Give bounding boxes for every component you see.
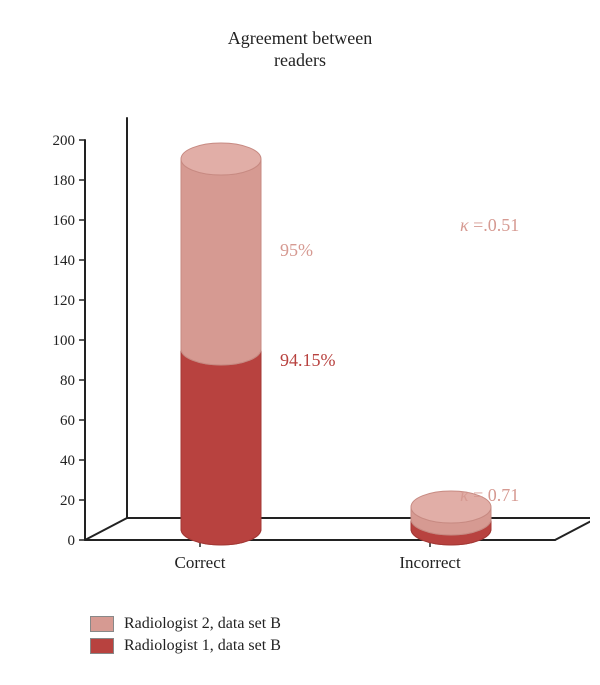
svg-text:180: 180 <box>53 173 76 189</box>
annotation-upper-pct: 95% <box>280 240 313 261</box>
svg-text:140: 140 <box>53 253 76 269</box>
svg-text:120: 120 <box>53 293 76 309</box>
svg-text:Incorrect: Incorrect <box>399 553 461 572</box>
chart-title-line1: Agreement between <box>0 28 600 50</box>
legend-item: Radiologist 1, data set B <box>90 637 281 655</box>
svg-text:100: 100 <box>53 333 76 349</box>
legend: Radiologist 2, data set B Radiologist 1,… <box>90 615 281 659</box>
svg-text:Correct: Correct <box>175 553 226 572</box>
chart-title-line2: readers <box>0 50 600 72</box>
svg-text:200: 200 <box>53 133 76 149</box>
legend-item: Radiologist 2, data set B <box>90 615 281 633</box>
svg-text:20: 20 <box>60 493 75 509</box>
annotation-kappa-2: κ = 0.71 <box>460 485 519 506</box>
svg-text:80: 80 <box>60 373 75 389</box>
svg-text:0: 0 <box>68 533 76 549</box>
svg-text:160: 160 <box>53 213 76 229</box>
chart-canvas: 0 20 40 60 80 100 120 140 160 180 200 Correct Incorr… <box>30 80 590 600</box>
legend-swatch <box>90 638 114 654</box>
legend-label: Radiologist 1, data set B <box>124 637 281 655</box>
legend-label: Radiologist 2, data set B <box>124 615 281 633</box>
svg-text:40: 40 <box>60 453 75 469</box>
svg-text:60: 60 <box>60 413 75 429</box>
annotation-lower-pct: 94.15% <box>280 350 336 371</box>
legend-swatch <box>90 616 114 632</box>
annotation-kappa-1: κ =.0.51 <box>460 215 519 236</box>
